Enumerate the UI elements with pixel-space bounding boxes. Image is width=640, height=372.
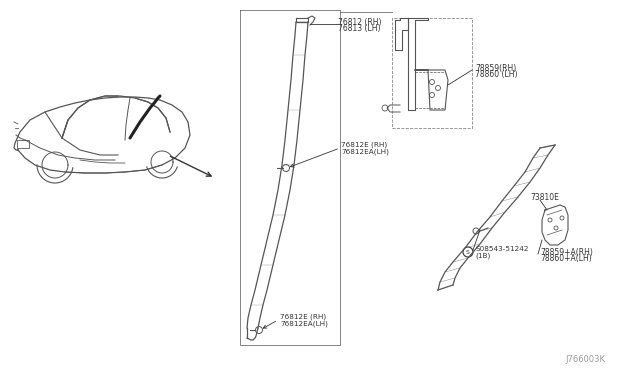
Text: 76812E (RH): 76812E (RH) — [341, 142, 387, 148]
Text: 78859(RH): 78859(RH) — [475, 64, 516, 73]
Text: 78859+A(RH): 78859+A(RH) — [540, 247, 593, 257]
Text: 78860 (LH): 78860 (LH) — [475, 71, 518, 80]
Bar — [17, 140, 29, 148]
Text: 76812EA(LH): 76812EA(LH) — [341, 149, 389, 155]
Text: S: S — [466, 250, 470, 254]
Text: 76812EA(LH): 76812EA(LH) — [280, 321, 328, 327]
Text: (1B): (1B) — [475, 253, 490, 259]
Text: 73810E: 73810E — [530, 193, 559, 202]
Bar — [392, 18, 472, 128]
Text: 76812E (RH): 76812E (RH) — [280, 314, 326, 320]
Text: 78860+A(LH): 78860+A(LH) — [540, 254, 592, 263]
Text: J766003K: J766003K — [565, 356, 605, 365]
Text: S08543-51242: S08543-51242 — [475, 246, 529, 252]
Text: 76813 (LH): 76813 (LH) — [338, 25, 381, 33]
Text: 76812 (RH): 76812 (RH) — [338, 17, 381, 26]
